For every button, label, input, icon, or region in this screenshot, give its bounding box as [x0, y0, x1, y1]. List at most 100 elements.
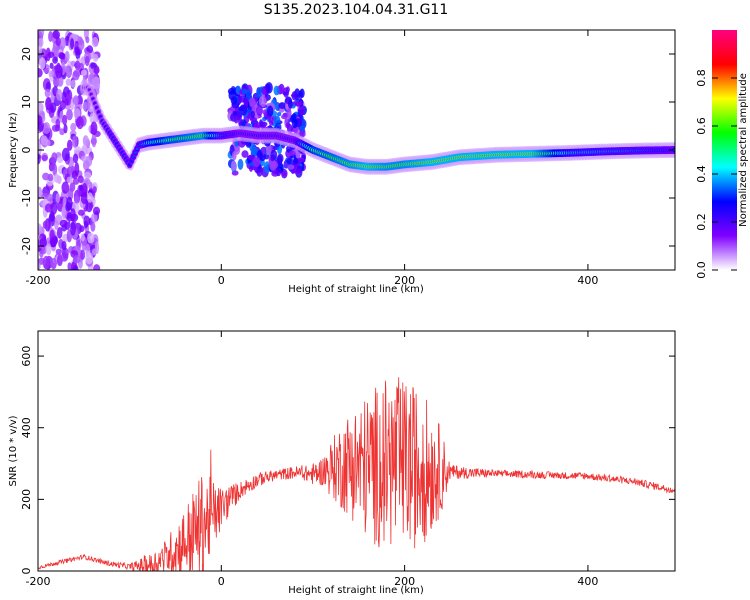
spectrogram-noise-mark — [38, 153, 41, 165]
spectrogram-ridge-mark — [93, 102, 97, 105]
spectrogram-noise-mark — [230, 96, 238, 105]
spectrogram-x-tick-label: 200 — [394, 274, 415, 287]
spectrogram-noise-mark — [82, 101, 88, 112]
spectrogram-noise-mark — [44, 203, 53, 213]
spectrogram-noise-mark — [90, 221, 96, 232]
spectrogram-ridge-mark — [89, 93, 93, 96]
spectrogram-noise-mark — [291, 118, 298, 129]
spectrogram-noise-mark — [38, 38, 44, 47]
spectrogram-noise-mark — [66, 212, 72, 219]
colorbar-tick-label: 0.8 — [695, 69, 708, 87]
spectrogram-noise-mark — [70, 79, 76, 88]
spectrogram-noise-mark — [90, 213, 98, 223]
spectrogram-noise-mark — [55, 248, 62, 255]
spectrogram-x-tick-label: 0 — [218, 274, 225, 287]
spectrogram-noise-mark — [81, 182, 88, 197]
spectrogram-noise-mark — [42, 122, 51, 134]
spectrogram-noise-mark — [72, 153, 79, 164]
spectrogram-noise-mark — [57, 76, 64, 87]
spectrogram-noise-mark — [45, 97, 52, 111]
spectrogram-noise-mark — [297, 157, 305, 163]
spectrogram-noise-mark — [93, 264, 101, 270]
spectrogram-y-tick-label: 20 — [20, 47, 33, 61]
spectrogram-noise-mark — [230, 160, 237, 171]
spectrogram-y-axis-label: Frequency (Hz) — [8, 112, 19, 188]
spectrogram-noise-mark — [270, 154, 275, 162]
spectrogram-noise-mark — [70, 122, 77, 132]
spectrogram-noise-mark — [77, 209, 85, 216]
spectrogram-noise-mark — [40, 135, 48, 146]
spectrogram-noise-mark — [38, 115, 43, 125]
spectrogram-noise-mark — [280, 114, 288, 120]
spectrogram-noise-mark — [249, 117, 258, 122]
spectrogram-noise-mark — [52, 30, 61, 39]
spectrogram-x-tick-label: 400 — [577, 274, 598, 287]
spectrogram-noise-mark — [56, 254, 63, 267]
spectrogram-noise-mark — [72, 256, 78, 264]
spectrogram-noise-mark — [72, 135, 78, 148]
snr-x-tick-label: 400 — [577, 575, 598, 588]
spectrogram-noise-mark — [64, 50, 70, 63]
spectrogram-noise-mark — [59, 219, 68, 228]
spectrogram-noise-mark — [298, 103, 305, 116]
spectrogram-noise-mark — [83, 178, 91, 185]
spectrogram-noise-mark — [70, 221, 76, 236]
snr-series-line — [38, 377, 675, 571]
snr-x-ticks: -200 0 200 400 — [26, 331, 598, 588]
spectrogram-noise-mark — [61, 181, 70, 194]
spectrogram-noise-mark — [241, 89, 248, 95]
spectrogram-noise-mark — [53, 173, 60, 183]
spectrogram-noise-mark — [52, 56, 58, 64]
spectrogram-noise-mark — [66, 139, 73, 151]
spectrogram-noise-mark — [259, 121, 268, 127]
spectrogram-noise-mark — [48, 70, 55, 78]
spectrogram-ridge-mark — [87, 88, 91, 91]
spectrogram-noise-mark — [237, 158, 244, 170]
spectrogram-noise-mark — [38, 102, 44, 114]
spectrogram-noise-mark — [59, 37, 67, 50]
spectrogram-noise-mark — [286, 107, 292, 120]
spectrogram-noise-mark — [73, 107, 81, 120]
colorbar-tick-label: 0.0 — [695, 261, 708, 279]
spectrogram-noise-mark — [77, 175, 84, 184]
spectrogram-noise-mark — [71, 170, 78, 180]
spectrogram-noise-mark — [258, 95, 267, 108]
spectrogram-noise-mark — [92, 76, 100, 90]
spectrogram-noise-mark — [61, 240, 67, 251]
snr-y-axis-label: SNR (10 * v/v) — [8, 415, 19, 486]
spectrogram-noise-mark — [84, 55, 90, 67]
spectrogram-noise-mark — [55, 192, 61, 204]
spectrogram-y-tick-label: 10 — [20, 95, 33, 109]
spectrogram-noise-mark — [50, 257, 57, 269]
spectrogram-noise-mark — [85, 36, 90, 44]
spectrogram-noise-mark — [273, 85, 280, 96]
spectrogram-y-tick-label: 0 — [20, 147, 33, 154]
spectrogram-noise-mark — [38, 186, 43, 200]
spectrogram-noise-mark — [42, 255, 50, 270]
spectrogram-noise-mark — [268, 115, 274, 123]
spectrogram-noise-mark — [38, 142, 42, 156]
spectrogram-noise-mark — [39, 57, 46, 70]
colorbar-tick-label: 0.6 — [695, 117, 708, 135]
spectrogram-noise-mark — [58, 52, 66, 60]
spectrogram-noise-mark — [41, 154, 48, 161]
spectrogram-ridge-mark — [95, 106, 99, 109]
spectrogram-noise-mark — [50, 102, 57, 113]
spectrogram-noise-mark — [73, 195, 79, 204]
spectrogram-noise-mark — [62, 247, 69, 259]
spectrogram-noise-mark — [38, 68, 43, 78]
spectrogram-noise-mark — [56, 226, 63, 239]
spectrogram-noise-mark — [47, 51, 55, 58]
spectrogram-noise-mark — [67, 262, 72, 270]
spectrogram-noise-mark — [84, 171, 92, 180]
spectrogram-noise-mark — [281, 171, 287, 177]
spectrogram-noise-mark — [70, 38, 75, 50]
spectrogram-noise-mark — [65, 78, 72, 86]
spectrogram-noise-mark — [42, 172, 50, 181]
spectrogram-noise-mark — [74, 40, 80, 53]
spectrogram-noise-mark — [91, 36, 99, 48]
spectrogram-noise-mark — [231, 150, 237, 161]
spectrogram-y-ticks: -20 -10 0 10 20 — [20, 47, 675, 255]
spectrogram-noise-mark — [72, 265, 79, 270]
